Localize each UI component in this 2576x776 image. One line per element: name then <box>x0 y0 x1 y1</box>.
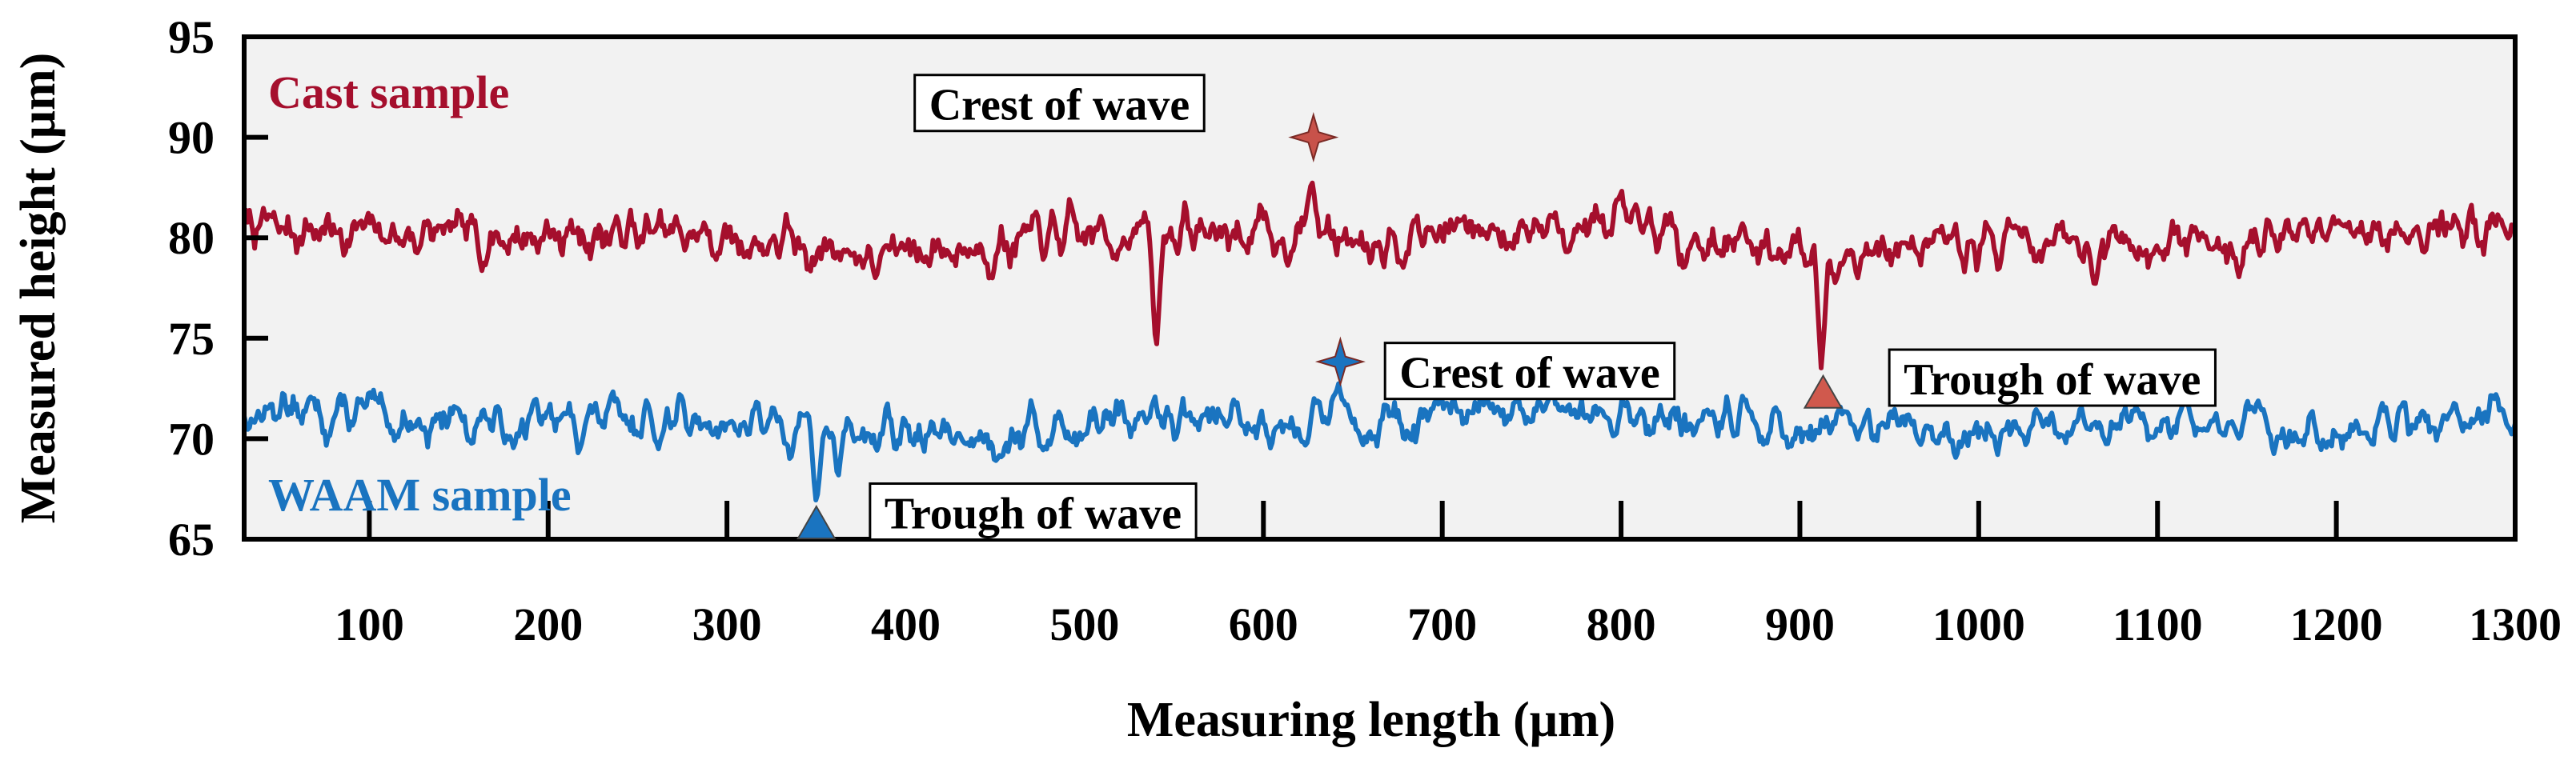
waam-trough-label: Trough of wave <box>869 482 1198 542</box>
annotation-layer: Crest of wave Trough of wave Crest of wave… <box>869 74 2217 542</box>
cast-series-label: Cast sample <box>268 66 509 118</box>
x-axis-title: Measuring length (μm) <box>1127 693 1615 747</box>
y-tick-label-65: 65 <box>168 514 215 566</box>
cast-crest-label: Crest of wave <box>913 74 1206 133</box>
x-tick-label-200: 200 <box>513 598 583 650</box>
x-tick-label-300: 300 <box>692 598 762 650</box>
x-tick-label-1000: 1000 <box>1932 598 2025 650</box>
x-tick-label-700: 700 <box>1407 598 1477 650</box>
cast-trough-label-box <box>1888 348 2217 407</box>
waam-profile-line <box>242 381 2518 502</box>
cast-crest-label-text: Crest of wave <box>929 81 1190 130</box>
series-layer <box>242 180 2518 502</box>
cast-crest-label-box <box>913 74 1206 133</box>
label-layer: Cast sample WAAM sample <box>268 66 572 521</box>
waam-series-label: WAAM sample <box>268 469 572 521</box>
waam-crest-label-text: Crest of wave <box>1399 349 1660 398</box>
cast-crest-marker <box>1288 112 1339 163</box>
y-tick-label-90: 90 <box>168 112 215 164</box>
cast-trough-marker <box>1803 374 1844 409</box>
x-tick-label-1300: 1300 <box>2469 598 2562 650</box>
x-tick-label-500: 500 <box>1049 598 1119 650</box>
x-tick-label-1100: 1100 <box>2113 598 2203 650</box>
y-axis-title: Measured height (μm) <box>11 53 66 524</box>
waam-trough-label-box <box>869 482 1198 542</box>
waam-crest-label: Crest of wave <box>1383 342 1676 401</box>
tick-layer: 100 200 300 400 500 600 700 800 900 1000 1100 1200 1… <box>168 11 2562 650</box>
y-tick-label-95: 95 <box>168 11 215 63</box>
y-tick-label-75: 75 <box>168 313 215 365</box>
cast-trough-label-text: Trough of wave <box>1904 355 2201 405</box>
x-tick-label-900: 900 <box>1765 598 1835 650</box>
x-tick-label-400: 400 <box>871 598 941 650</box>
marker-layer <box>796 112 1844 540</box>
waam-trough-marker <box>796 505 837 540</box>
plot-frame <box>242 34 2518 542</box>
x-tick-label-100: 100 <box>335 598 404 650</box>
x-tick-label-1200: 1200 <box>2290 598 2383 650</box>
x-tick-label-800: 800 <box>1587 598 1656 650</box>
x-tick-label-600: 600 <box>1229 598 1298 650</box>
waam-trough-label-text: Trough of wave <box>885 490 1182 539</box>
y-tick-label-70: 70 <box>168 413 215 465</box>
waam-crest-label-box <box>1383 342 1676 401</box>
plot-background <box>244 37 2515 539</box>
y-tick-label-80: 80 <box>168 212 215 264</box>
cast-trough-label: Trough of wave <box>1888 348 2217 407</box>
cast-profile-line <box>242 180 2517 370</box>
waam-crest-marker <box>1314 336 1366 387</box>
